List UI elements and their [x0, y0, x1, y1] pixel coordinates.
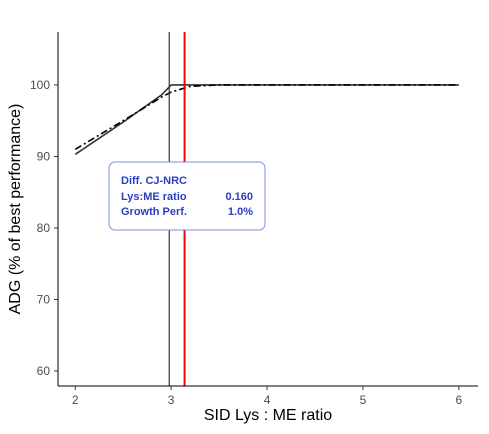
- y-tick-label: 80: [37, 221, 51, 235]
- x-tick-label: 5: [360, 393, 367, 407]
- y-axis-ticks: 60 70 80 90 100: [30, 78, 58, 378]
- x-tick-label: 3: [168, 393, 175, 407]
- series-line-1: [74, 84, 459, 155]
- annotation-label: Growth Perf.: [121, 206, 187, 218]
- annotation-title: Diff. CJ-NRC: [121, 175, 187, 187]
- y-tick-label: 90: [37, 149, 51, 163]
- y-tick-label: 70: [37, 292, 51, 306]
- x-axis-ticks: 2 3 4 5 6: [72, 386, 462, 407]
- data-lines: [74, 84, 459, 155]
- x-tick-label: 4: [264, 393, 271, 407]
- annotation-label: Lys:ME ratio: [121, 191, 187, 203]
- annotation-frame: [108, 161, 266, 231]
- y-axis-title: ADG (% of best performance): [7, 104, 24, 315]
- x-tick-label: 2: [72, 393, 79, 407]
- x-axis-title: SID Lys : ME ratio: [204, 407, 332, 424]
- y-tick-label: 100: [30, 78, 50, 92]
- y-tick-label: 60: [37, 364, 51, 378]
- annotation-value: 1.0%: [228, 206, 253, 218]
- series-line-2: [74, 84, 459, 150]
- x-tick-label: 6: [455, 393, 462, 407]
- annotation-box: Diff. CJ-NRC Lys:ME ratio 0.160 Growth Perf…: [108, 161, 266, 231]
- annotation-value: 0.160: [225, 191, 253, 203]
